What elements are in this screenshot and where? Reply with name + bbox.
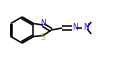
Text: N: N <box>72 24 78 33</box>
Text: N: N <box>40 19 46 28</box>
Text: N: N <box>83 24 89 33</box>
Text: S: S <box>41 33 46 42</box>
